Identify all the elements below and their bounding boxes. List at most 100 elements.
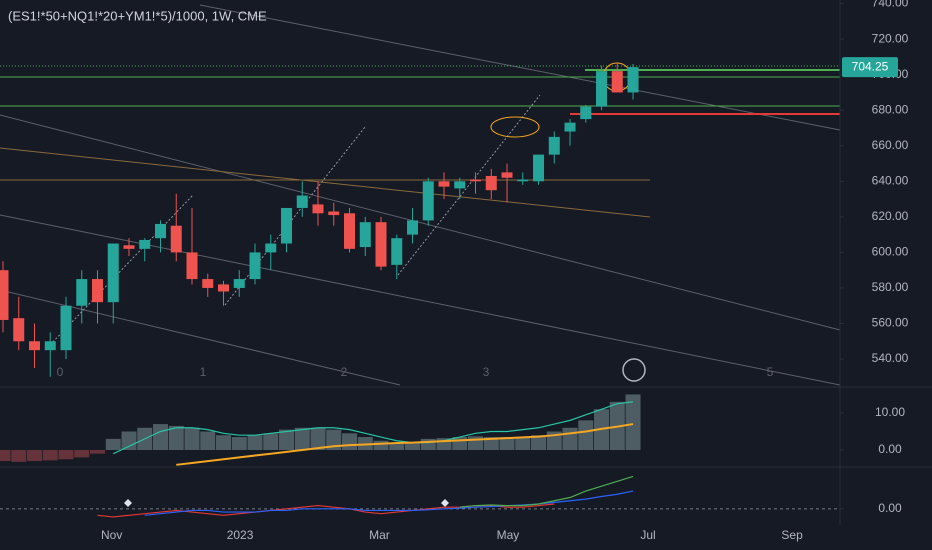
histogram-bar	[279, 429, 295, 450]
histogram-bar	[105, 438, 121, 450]
candle-body	[202, 279, 214, 288]
histogram-bar	[294, 427, 310, 450]
histogram-bar	[231, 437, 247, 450]
candle-body	[533, 154, 545, 182]
histogram-bar	[562, 427, 578, 450]
candle-body	[344, 213, 356, 249]
candle-body	[611, 71, 623, 93]
histogram-bar	[420, 438, 436, 450]
candle-body	[281, 207, 293, 244]
y-tick-label: 600.00	[872, 245, 909, 259]
candle-body	[627, 67, 639, 93]
indicator-line	[176, 423, 634, 466]
histogram-bar	[168, 425, 184, 450]
y-tick-label: 0.00	[878, 442, 902, 456]
candle-body	[375, 222, 387, 267]
candle-body	[296, 195, 308, 208]
candle-body	[438, 181, 450, 187]
trendline	[0, 147, 651, 218]
candle-body	[139, 239, 151, 249]
x-tick-label: Jul	[640, 528, 655, 542]
histogram-bar	[389, 442, 405, 450]
fib-label: 0	[57, 365, 64, 379]
candle-body	[470, 179, 482, 182]
histogram-bar	[515, 436, 531, 450]
candle-body	[186, 252, 198, 280]
candle-body	[123, 245, 135, 249]
histogram-bar	[578, 420, 594, 450]
candle-body	[249, 252, 261, 280]
candle-body	[60, 305, 72, 351]
histogram-bar	[89, 450, 105, 454]
histogram-bar	[436, 438, 452, 450]
chart-title: (ES1!*50+NQ1!*20+YM1!*5)/1000, 1W, CME	[8, 8, 267, 23]
y-tick-label: 560.00	[872, 316, 909, 330]
candle-body	[580, 106, 592, 120]
candle-body	[485, 175, 497, 191]
y-tick-label: 660.00	[872, 138, 909, 152]
candle-body	[28, 341, 40, 351]
histogram-bar	[184, 427, 200, 450]
fib-label: 5	[767, 365, 774, 379]
candle-body	[265, 243, 277, 253]
histogram-bar	[625, 394, 641, 450]
candle-body	[501, 172, 513, 178]
trendline	[0, 114, 841, 331]
histogram-bar	[42, 450, 58, 461]
last-price-box	[842, 57, 898, 78]
histogram-bar	[483, 437, 499, 450]
y-tick-label: 620.00	[872, 209, 909, 223]
fib-label: 3	[483, 365, 490, 379]
candle-body	[312, 204, 324, 214]
event-icon	[622, 358, 646, 382]
candle-body	[422, 181, 434, 221]
histogram-bar	[247, 435, 263, 450]
fib-label: 2	[341, 365, 348, 379]
candle-body	[155, 223, 167, 239]
trendline	[199, 4, 841, 131]
histogram-bar	[405, 441, 421, 450]
candle-body	[218, 284, 230, 292]
histogram-bar	[0, 450, 11, 462]
candle-body	[170, 225, 182, 253]
y-tick-label: 10.00	[875, 405, 905, 419]
y-tick-label: 580.00	[872, 280, 909, 294]
candle-body	[564, 122, 576, 132]
candle-body	[91, 279, 103, 303]
candle-body	[13, 318, 25, 342]
candle-body	[76, 279, 88, 306]
last-price-label: 704.25	[852, 59, 889, 73]
candle-body	[596, 71, 608, 107]
y-tick-label: 740.00	[872, 0, 909, 10]
histogram-bar	[74, 450, 90, 458]
candle-body	[548, 136, 560, 155]
histogram-bar	[200, 431, 216, 450]
x-tick-label: 2023	[227, 528, 254, 542]
y-tick-label: 540.00	[872, 351, 909, 365]
histogram-bar	[342, 433, 358, 450]
histogram-bar	[58, 450, 74, 460]
x-tick-label: Nov	[101, 528, 122, 542]
histogram-bar	[263, 433, 279, 450]
candle-body	[328, 211, 340, 216]
candle-body	[391, 238, 403, 265]
projection	[224, 126, 366, 306]
histogram-bar	[531, 435, 547, 450]
histogram-bar	[373, 440, 389, 450]
histogram-bar	[452, 437, 468, 450]
candle-body	[0, 270, 9, 320]
histogram-bar	[26, 450, 42, 462]
histogram-bar	[153, 424, 169, 450]
histogram-bar	[121, 431, 137, 450]
histogram-bar	[11, 450, 27, 462]
indicator-line	[459, 475, 634, 508]
histogram-bar	[310, 427, 326, 450]
candle-body	[359, 222, 371, 248]
x-tick-label: Sep	[781, 528, 803, 542]
candle-body	[233, 279, 245, 288]
y-tick-label: 640.00	[872, 173, 909, 187]
candle-body	[454, 181, 466, 189]
indicator-line	[144, 490, 634, 516]
